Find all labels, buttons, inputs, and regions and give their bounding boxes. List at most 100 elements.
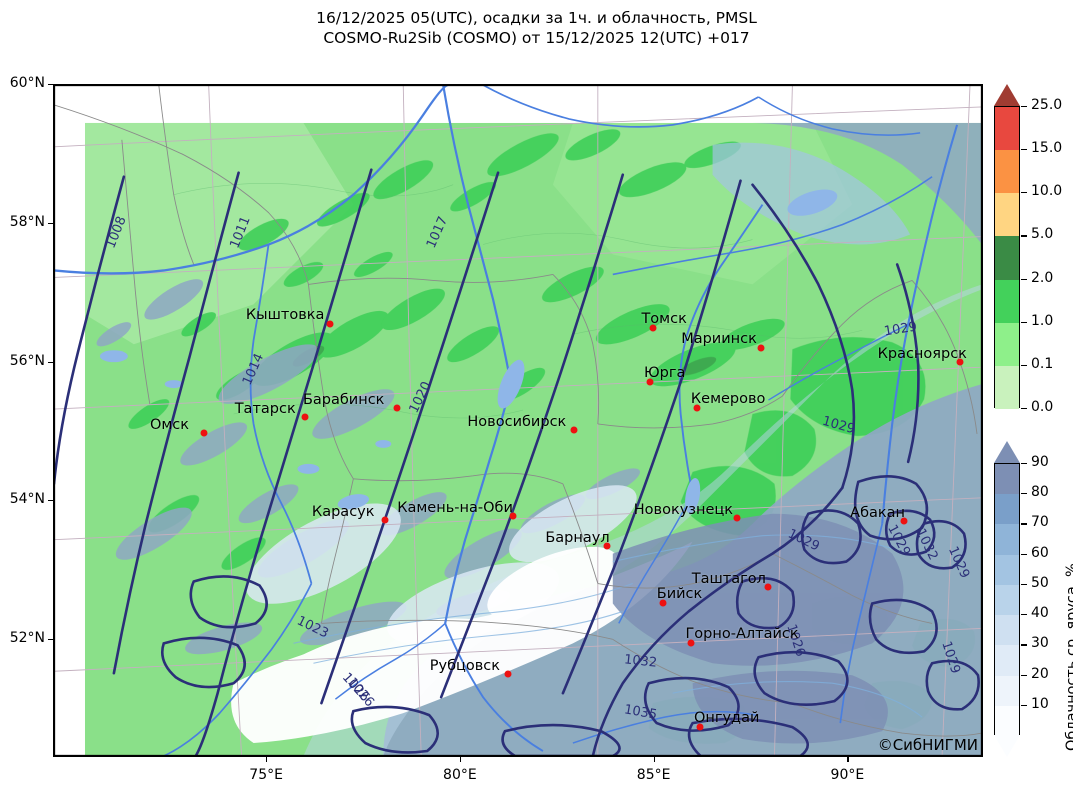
city-marker[interactable] bbox=[764, 583, 772, 591]
city-label: Новокузнецк bbox=[633, 501, 734, 518]
y-axis-tick-4 bbox=[48, 639, 53, 641]
city-label: Барнаул bbox=[545, 529, 610, 546]
city-label: Юрга bbox=[643, 364, 686, 381]
colorbar-tick bbox=[1021, 523, 1027, 525]
colorbar-segment bbox=[995, 554, 1019, 585]
colorbar-segment bbox=[995, 524, 1019, 555]
colorbar-tick bbox=[1021, 553, 1027, 555]
city-marker[interactable] bbox=[649, 324, 657, 332]
colorbar-segment bbox=[995, 107, 1019, 151]
city-marker[interactable] bbox=[956, 358, 964, 366]
field-shading bbox=[84, 122, 982, 756]
colorbar-precipitation[interactable]: 25.015.010.05.02.01.00.10.0Осадки за 1ч.… bbox=[994, 84, 1062, 415]
colorbar-tick bbox=[1021, 674, 1027, 676]
colorbar-extend-arrow-top bbox=[994, 84, 1020, 106]
colorbar-tick-label: 20 bbox=[1031, 665, 1049, 682]
city-marker[interactable] bbox=[200, 429, 208, 437]
city-label: Бийск bbox=[656, 585, 703, 602]
colorbar-segment bbox=[995, 675, 1019, 706]
city-label: Мариинск bbox=[681, 330, 757, 347]
colorbar-segment bbox=[995, 615, 1019, 646]
city-label: Онгудай bbox=[693, 709, 760, 726]
city-label: Татарск bbox=[234, 400, 296, 417]
city-marker[interactable] bbox=[301, 413, 309, 421]
city-marker[interactable] bbox=[646, 378, 654, 386]
colorbar-segment bbox=[995, 365, 1019, 409]
colorbar-tick-label: 25.0 bbox=[1031, 97, 1063, 113]
colorbar-body bbox=[994, 463, 1020, 736]
colorbar-tick-label: 10 bbox=[1031, 695, 1049, 712]
city-label: Карасук bbox=[311, 504, 375, 521]
city-label: Абакан bbox=[850, 504, 906, 521]
y-axis-tick-label-0: 60°N bbox=[9, 75, 45, 91]
colorbar-segment bbox=[995, 494, 1019, 525]
title-line-1: 16/12/2025 05(UTC), осадки за 1ч. и обла… bbox=[316, 9, 757, 27]
y-axis-tick-label-2: 56°N bbox=[9, 352, 45, 369]
copyright-label: ©СибНИГМИ bbox=[877, 736, 978, 754]
colorbar-tick bbox=[1021, 149, 1027, 151]
city-marker[interactable] bbox=[504, 670, 512, 678]
city-label: Красноярск bbox=[877, 345, 967, 362]
city-marker[interactable] bbox=[509, 512, 517, 520]
colorbar-tick-label: 70 bbox=[1031, 514, 1049, 531]
x-axis-tick-2 bbox=[653, 757, 655, 762]
colorbar-tick-label: 1.0 bbox=[1031, 312, 1054, 329]
city-label: Новосибирск bbox=[467, 413, 567, 430]
colorbar-tick-label: 15.0 bbox=[1031, 140, 1063, 157]
colorbar-segment bbox=[995, 236, 1019, 280]
title-line-2: COSMO-Ru2Sib (COSMO) от 15/12/2025 12(UT… bbox=[323, 29, 750, 48]
colorbar-tick-label: 2.0 bbox=[1031, 269, 1054, 286]
city-marker[interactable] bbox=[381, 516, 389, 524]
colorbar-segment bbox=[995, 584, 1019, 616]
colorbar-tick bbox=[1021, 644, 1027, 646]
city-label: Таштагол bbox=[691, 570, 766, 587]
colorbar-segment bbox=[995, 705, 1019, 736]
city-marker[interactable] bbox=[326, 320, 334, 328]
colorbar-tick-label: 30 bbox=[1031, 635, 1049, 652]
x-axis-tick-label-2: 85°E bbox=[636, 767, 671, 783]
colorbar-tick bbox=[1021, 493, 1027, 495]
colorbar-tick bbox=[1021, 463, 1027, 465]
weather-map[interactable]: Омск Татарск Кыштовка Барабинск Карасук Камен… bbox=[53, 84, 983, 757]
chart-title: 16/12/2025 05(UTC), осадки за 1ч. и обла… bbox=[0, 8, 1073, 49]
y-axis-tick-label-3: 54°N bbox=[9, 491, 45, 508]
city-label: Томск bbox=[641, 310, 687, 327]
colorbar-segment bbox=[995, 150, 1019, 194]
colorbar-tick bbox=[1021, 235, 1027, 237]
city-marker[interactable] bbox=[687, 639, 695, 647]
colorbar-segment bbox=[995, 464, 1019, 495]
colorbar-tick-label: 5.0 bbox=[1031, 226, 1054, 243]
x-axis-tick-3 bbox=[847, 757, 849, 762]
colorbar-segment bbox=[995, 279, 1019, 323]
city-label: Камень-на-Оби bbox=[397, 499, 513, 516]
city-marker[interactable] bbox=[696, 723, 704, 731]
city-marker[interactable] bbox=[570, 426, 578, 434]
city-marker[interactable] bbox=[733, 514, 741, 522]
city-label: Омск bbox=[149, 416, 190, 433]
colorbar-tick bbox=[1021, 278, 1027, 280]
colorbar-tick-label: 60 bbox=[1031, 544, 1049, 561]
city-marker[interactable] bbox=[603, 542, 611, 550]
colorbar-extend-arrow-top bbox=[994, 441, 1020, 463]
rivers bbox=[54, 85, 959, 756]
colorbar-tick-label: 40 bbox=[1031, 605, 1049, 622]
city-marker[interactable] bbox=[900, 517, 908, 525]
city-label: Кыштовка bbox=[245, 306, 325, 323]
colorbar-cloud[interactable]: 90 80 70 60 50 40 30 20 10 Облачность ср. яруса, … bbox=[994, 441, 1073, 757]
city-marker[interactable] bbox=[757, 344, 765, 352]
y-axis-tick-2 bbox=[48, 361, 53, 363]
y-axis-tick-0 bbox=[48, 84, 53, 86]
city-marker[interactable] bbox=[693, 404, 701, 412]
city-label: Рубцовск bbox=[429, 658, 501, 675]
x-axis-tick-label-1: 80°E bbox=[443, 767, 477, 783]
city-label: Горно-Алтайск bbox=[685, 625, 799, 642]
colorbar-tick bbox=[1021, 106, 1027, 108]
x-axis-tick-0 bbox=[266, 757, 268, 762]
city-label: Барабинск bbox=[302, 391, 385, 408]
colorbar-segment bbox=[995, 645, 1019, 676]
city-marker[interactable] bbox=[659, 599, 667, 607]
x-axis-tick-1 bbox=[459, 757, 462, 762]
colorbar-tick-label: 80 bbox=[1031, 484, 1049, 501]
city-marker[interactable] bbox=[393, 404, 401, 412]
colorbar-tick-label: 0.0 bbox=[1031, 399, 1054, 415]
